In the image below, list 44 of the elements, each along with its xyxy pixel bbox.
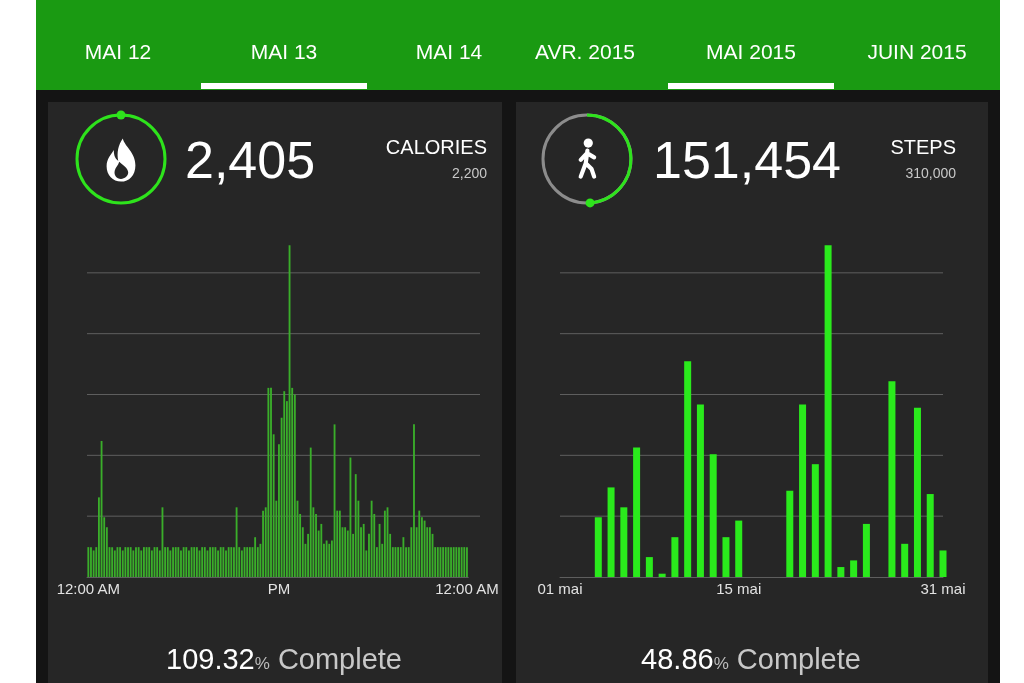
chart-title: STEPS — [890, 135, 956, 159]
bar — [633, 447, 641, 577]
bar — [658, 573, 666, 577]
bar — [913, 407, 921, 577]
text: AVR. 2015 — [534, 39, 636, 65]
x-tick-label: 12:00 AM — [435, 580, 499, 597]
bar — [735, 520, 743, 577]
bar — [926, 494, 934, 577]
bar — [671, 537, 679, 577]
bar — [594, 517, 602, 577]
bar — [811, 464, 819, 577]
bar — [620, 507, 628, 577]
bar — [696, 404, 704, 577]
text: 151,454 — [653, 131, 841, 189]
x-tick-label: 31 mai — [920, 580, 966, 597]
text: MAI 14 — [414, 39, 484, 65]
bar — [786, 490, 794, 577]
text: 2,405 — [185, 131, 316, 189]
bar — [888, 381, 896, 577]
text: MAI 12 — [83, 39, 153, 65]
bar — [799, 404, 807, 577]
bar — [901, 543, 909, 577]
x-tick-label: 15 mai — [716, 580, 762, 597]
x-tick-label: 01 mai — [537, 580, 583, 597]
text: MAI 13 — [249, 39, 319, 65]
x-tick-label: PM — [267, 580, 291, 597]
bar — [824, 245, 832, 577]
text: 310,000 — [905, 164, 956, 182]
bar — [939, 550, 947, 577]
x-tick-label: 12:00 AM — [56, 580, 121, 597]
bar — [684, 361, 692, 577]
text: 109.32% Complete — [166, 643, 402, 675]
text: 2,200 — [451, 164, 487, 182]
text: MAI 2015 — [705, 39, 797, 65]
chart-title: CALORIES — [385, 135, 487, 159]
bar — [645, 557, 653, 577]
bar — [709, 454, 717, 577]
bar — [862, 523, 870, 577]
bar — [607, 487, 615, 577]
bar — [722, 537, 730, 577]
bar — [850, 560, 858, 577]
text: 48.86% Complete — [641, 643, 861, 675]
text: JUIN 2015 — [866, 39, 968, 65]
bar — [837, 567, 845, 577]
